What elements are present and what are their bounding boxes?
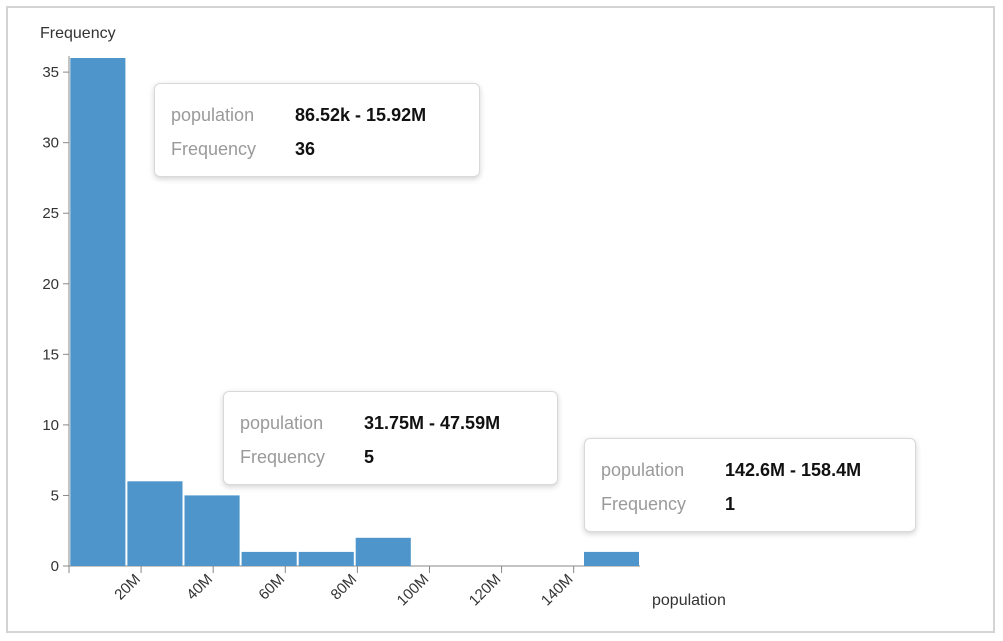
y-axis: 0 5 10 15 20 25 30 35 (42, 56, 70, 575)
y-tick-label: 25 (42, 205, 59, 222)
y-tick-label: 0 (51, 558, 59, 575)
y-tick-label: 35 (42, 64, 59, 81)
y-tick-label: 15 (42, 346, 59, 363)
y-tick-label: 5 (51, 487, 59, 504)
x-tick-label: 40M (183, 571, 216, 604)
histogram-bar-3 (184, 495, 240, 566)
histogram-bar-6 (355, 537, 411, 566)
y-tick-label: 10 (42, 417, 59, 434)
tooltip-frequency-row: Frequency 1 (601, 487, 899, 521)
tooltip-frequency-row: Frequency 5 (240, 440, 541, 474)
histogram-bar-4 (241, 551, 297, 566)
tooltip-frequency-value: 5 (364, 447, 375, 467)
tooltip-frequency-value: 1 (725, 494, 736, 514)
tooltip-population-label: population (240, 413, 324, 433)
tooltip-population-row: population 142.6M - 158.4M (601, 453, 899, 487)
histogram-bar-2 (127, 481, 183, 566)
histogram-bar-1 (70, 58, 126, 566)
bars (70, 58, 639, 566)
tooltip-bin-10: population 142.6M - 158.4M Frequency 1 (584, 438, 916, 532)
x-tick-label: 20M (111, 571, 144, 604)
tooltip-population-row: population 86.52k - 15.92M (171, 98, 463, 132)
tooltip-bin-3: population 31.75M - 47.59M Frequency 5 (223, 391, 558, 485)
x-tick-label: 140M (538, 571, 577, 610)
x-axis-title: population (652, 592, 726, 609)
tooltip-frequency-label: Frequency (171, 139, 257, 159)
tooltip-population-range: 142.6M - 158.4M (725, 460, 862, 480)
tooltip-bin-1: population 86.52k - 15.92M Frequency 36 (154, 83, 480, 177)
x-tick-label: 60M (255, 571, 288, 604)
tooltip-frequency-row: Frequency 36 (171, 132, 463, 166)
tooltip-population-row: population 31.75M - 47.59M (240, 406, 541, 440)
tooltip-population-label: population (171, 105, 255, 125)
tooltip-frequency-value: 36 (295, 139, 316, 159)
y-tick-label: 20 (42, 276, 59, 293)
x-axis: 20M 40M 60M 80M 100M 120M 140M (68, 565, 640, 610)
tooltip-frequency-label: Frequency (601, 494, 687, 514)
histogram-bar-5 (298, 551, 354, 566)
tooltip-population-range: 86.52k - 15.92M (295, 105, 427, 125)
y-tick-label: 30 (42, 135, 59, 152)
y-axis-title: Frequency (40, 25, 116, 42)
x-tick-label: 80M (328, 571, 361, 604)
tooltip-population-label: population (601, 460, 685, 480)
tooltip-population-range: 31.75M - 47.59M (364, 413, 501, 433)
x-tick-label: 120M (466, 571, 505, 610)
histogram-bar-10 (584, 551, 639, 566)
tooltip-frequency-label: Frequency (240, 447, 326, 467)
x-tick-label: 100M (394, 571, 433, 610)
